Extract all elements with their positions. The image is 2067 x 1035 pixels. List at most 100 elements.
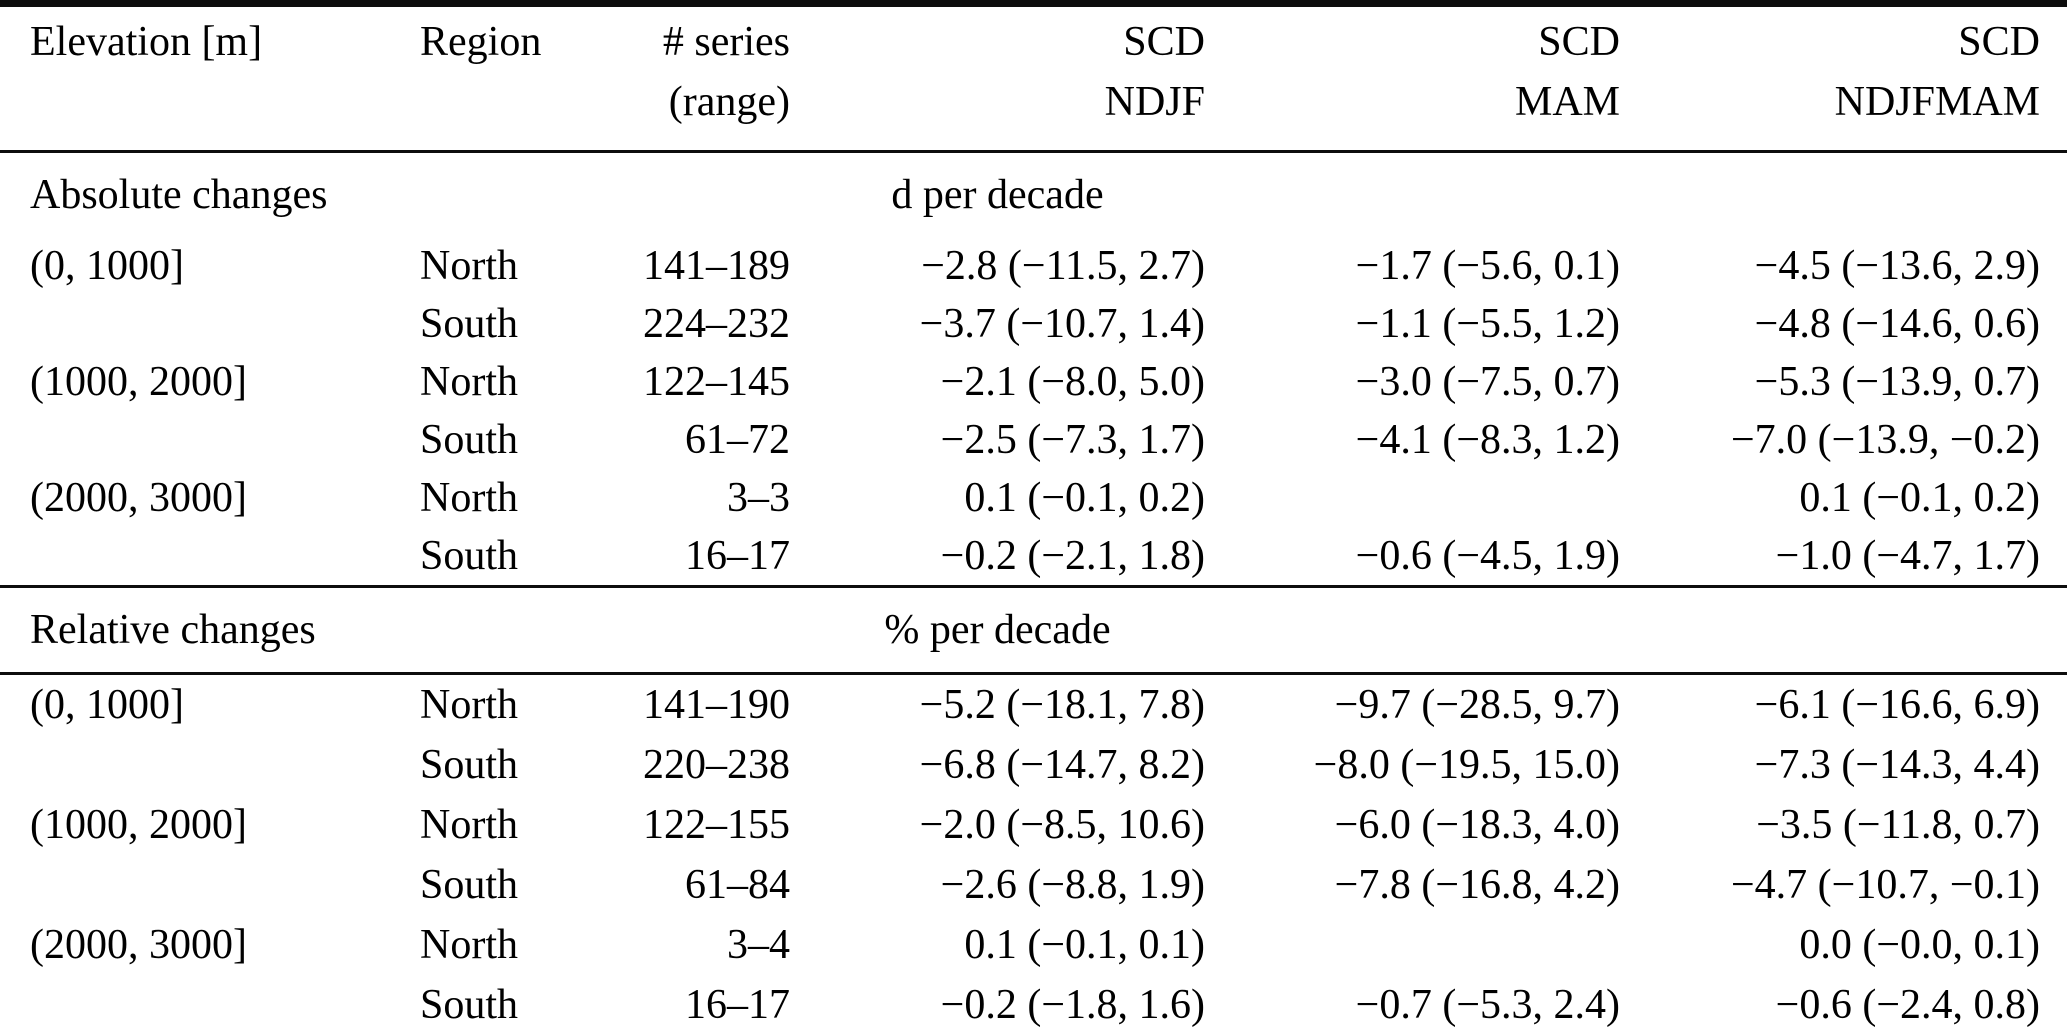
scd-ndjf-cell: 0.1 (−0.1, 0.2) [964, 475, 1205, 521]
section-label: Relative changes [0, 585, 620, 675]
table-row: (1000, 2000] North 122–145 −2.1 (−8.0, 5… [0, 353, 2067, 411]
scd-mam-cell: −1.7 (−5.6, 0.1) [1355, 243, 1620, 289]
region-cell: North [420, 475, 518, 521]
scd-ndjf-cell: −3.7 (−10.7, 1.4) [919, 301, 1205, 347]
header-ndjf-label: NDJF [1104, 79, 1205, 125]
scd-mam-cell: −0.6 (−4.5, 1.9) [1355, 533, 1620, 579]
spacer-cell [620, 585, 790, 675]
scd-ndjf-cell: −6.8 (−14.7, 8.2) [919, 742, 1205, 788]
scd-mam-cell: −1.1 (−5.5, 1.2) [1355, 301, 1620, 347]
scd-mam-cell [1205, 915, 1620, 975]
scd-ndjfmam-cell: −4.7 (−10.7, −0.1) [1730, 862, 2040, 908]
elevation-cell [0, 527, 420, 587]
scd-ndjf-cell: −2.6 (−8.8, 1.9) [940, 862, 1205, 908]
table-header-row: Elevation [m] Region # series (range) SC… [0, 3, 2067, 153]
elevation-cell [0, 411, 420, 469]
scd-ndjf-cell: −0.2 (−1.8, 1.6) [940, 982, 1205, 1028]
region-cell: North [420, 682, 518, 728]
region-cell: North [420, 359, 518, 405]
scd-ndjfmam-cell: −7.3 (−14.3, 4.4) [1754, 742, 2040, 788]
header-scd-label: SCD [1538, 19, 1620, 65]
header-elevation: Elevation [m] [0, 3, 420, 153]
elevation-cell [0, 735, 420, 795]
table-row: South 16–17 −0.2 (−1.8, 1.6) −0.7 (−5.3,… [0, 975, 2067, 1035]
elevation-cell: (0, 1000] [30, 243, 184, 289]
header-mam-label: MAM [1514, 79, 1620, 125]
series-cell: 141–190 [643, 682, 790, 728]
elevation-cell: (2000, 3000] [30, 475, 247, 521]
header-scd-label: SCD [1123, 19, 1205, 65]
region-cell: North [420, 802, 518, 848]
scd-ndjfmam-cell: −3.5 (−11.8, 0.7) [1756, 802, 2040, 848]
header-scd-label: SCD [1958, 19, 2040, 65]
elevation-cell: (1000, 2000] [30, 359, 247, 405]
series-cell: 61–84 [685, 862, 790, 908]
header-scd-ndjf: SCD NDJF [790, 3, 1205, 153]
series-cell: 3–3 [727, 475, 790, 521]
scd-ndjf-cell: −2.0 (−8.5, 10.6) [919, 802, 1205, 848]
scd-mam-cell: −0.7 (−5.3, 2.4) [1355, 982, 1620, 1028]
series-cell: 141–189 [643, 243, 790, 289]
elevation-cell [0, 295, 420, 353]
region-cell: North [420, 243, 518, 289]
scd-ndjfmam-cell: −4.8 (−14.6, 0.6) [1754, 301, 2040, 347]
section-label: Absolute changes [30, 172, 328, 218]
region-cell: South [420, 533, 519, 579]
scd-mam-cell: −6.0 (−18.3, 4.0) [1334, 802, 1620, 848]
series-cell: 220–238 [643, 742, 790, 788]
series-cell: 16–17 [685, 533, 790, 579]
region-cell: South [420, 742, 519, 788]
section-unit: % per decade [790, 585, 1205, 675]
scd-ndjf-cell: −2.8 (−11.5, 2.7) [921, 243, 1205, 289]
header-series: # series (range) [620, 3, 790, 153]
header-series-line1: # series [662, 19, 790, 65]
scd-mam-cell: −4.1 (−8.3, 1.2) [1355, 417, 1620, 463]
table-row: South 61–84 −2.6 (−8.8, 1.9) −7.8 (−16.8… [0, 855, 2067, 915]
section-header-absolute: Absolute changes d per decade [0, 152, 2067, 238]
scd-ndjfmam-cell: −0.6 (−2.4, 0.8) [1775, 982, 2040, 1028]
scd-mam-cell: −9.7 (−28.5, 9.7) [1334, 682, 1620, 728]
elevation-cell: (2000, 3000] [30, 922, 247, 968]
table-row: South 61–72 −2.5 (−7.3, 1.7) −4.1 (−8.3,… [0, 411, 2067, 469]
region-cell: South [420, 982, 519, 1028]
scd-mam-cell [1205, 469, 1620, 527]
region-cell: North [420, 922, 518, 968]
table-row: South 16–17 −0.2 (−2.1, 1.8) −0.6 (−4.5,… [0, 527, 2067, 587]
header-scd-ndjfmam: SCD NDJFMAM [1620, 3, 2067, 153]
spacer-cell [1620, 585, 2067, 675]
table-row: (0, 1000] North 141–190 −5.2 (−18.1, 7.8… [0, 674, 2067, 736]
scd-ndjf-cell: −5.2 (−18.1, 7.8) [919, 682, 1205, 728]
scd-ndjfmam-cell: −6.1 (−16.6, 6.9) [1754, 682, 2040, 728]
scd-ndjf-cell: −2.5 (−7.3, 1.7) [940, 417, 1205, 463]
header-elevation-label: Elevation [m] [30, 19, 263, 65]
section-unit: d per decade [891, 172, 1104, 218]
scd-ndjfmam-cell: 0.0 (−0.0, 0.1) [1799, 922, 2040, 968]
header-region-label: Region [420, 19, 542, 65]
table-row: (1000, 2000] North 122–155 −2.0 (−8.5, 1… [0, 795, 2067, 855]
region-cell: South [420, 417, 519, 463]
header-series-line2: (range) [668, 79, 790, 125]
scd-mam-cell: −7.8 (−16.8, 4.2) [1334, 862, 1620, 908]
series-cell: 122–155 [643, 802, 790, 848]
elevation-cell: (0, 1000] [30, 682, 184, 728]
scd-ndjf-cell: −2.1 (−8.0, 5.0) [940, 359, 1205, 405]
scd-ndjfmam-cell: 0.1 (−0.1, 0.2) [1799, 475, 2040, 521]
table-row: (0, 1000] North 141–189 −2.8 (−11.5, 2.7… [0, 237, 2067, 295]
elevation-cell [0, 975, 420, 1035]
header-ndjfmam-label: NDJFMAM [1834, 79, 2040, 125]
elevation-cell [0, 855, 420, 915]
series-cell: 61–72 [685, 417, 790, 463]
scd-mam-cell: −8.0 (−19.5, 15.0) [1313, 742, 1620, 788]
section-header-relative: Relative changes % per decade [0, 585, 2067, 675]
header-region: Region [420, 3, 620, 153]
series-cell: 122–145 [643, 359, 790, 405]
scd-ndjf-cell: 0.1 (−0.1, 0.1) [964, 922, 1205, 968]
scd-ndjf-cell: −0.2 (−2.1, 1.8) [940, 533, 1205, 579]
table-row: (2000, 3000] North 3–3 0.1 (−0.1, 0.2) 0… [0, 469, 2067, 527]
scd-ndjfmam-cell: −7.0 (−13.9, −0.2) [1730, 417, 2040, 463]
scd-ndjfmam-cell: −5.3 (−13.9, 0.7) [1754, 359, 2040, 405]
series-cell: 3–4 [727, 922, 790, 968]
table-row: South 224–232 −3.7 (−10.7, 1.4) −1.1 (−5… [0, 295, 2067, 353]
